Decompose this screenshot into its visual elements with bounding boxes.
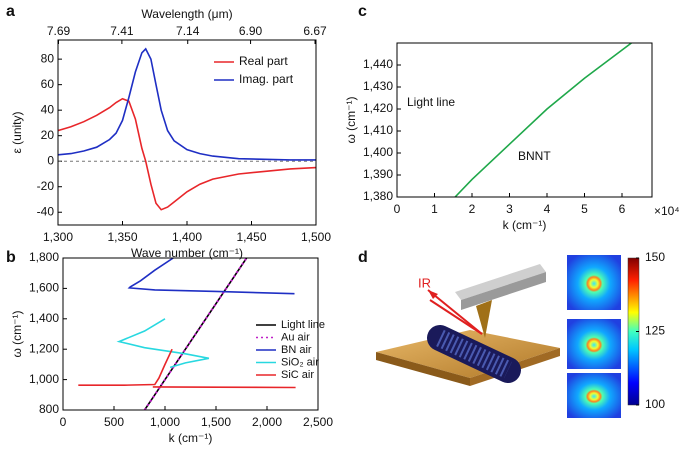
colorbar-tick-label: 150 bbox=[645, 250, 665, 264]
field-map bbox=[567, 319, 621, 369]
y-tick-label: 1,200 bbox=[29, 341, 59, 355]
substrate-side bbox=[376, 352, 470, 386]
x-tick-label: 1,500 bbox=[301, 230, 331, 244]
legend-label: Imag. part bbox=[239, 72, 294, 86]
y-tick-label: 1,400 bbox=[29, 311, 59, 325]
y-tick-label: 20 bbox=[41, 128, 55, 142]
legend-label: SiC air bbox=[281, 369, 314, 381]
x-tick-label: 5 bbox=[581, 202, 588, 216]
annotation: BNNT bbox=[518, 149, 551, 163]
y-axis-label: ω (cm⁻¹) bbox=[344, 96, 358, 143]
panel-label: b bbox=[6, 249, 16, 266]
annotation: Light line bbox=[407, 95, 455, 109]
y-tick-label: 1,410 bbox=[363, 123, 393, 137]
x-tick-label: 500 bbox=[104, 415, 124, 429]
x-axis-label: k (cm⁻¹) bbox=[503, 218, 547, 232]
y-tick-label: -40 bbox=[37, 204, 55, 218]
y-tick-label: 1,390 bbox=[363, 167, 393, 181]
y-tick-label: 1,440 bbox=[363, 57, 393, 71]
y-tick-label: 1,800 bbox=[29, 250, 59, 264]
y-tick-label: 80 bbox=[41, 51, 55, 65]
x-tick-label: 1,500 bbox=[201, 415, 231, 429]
series-line bbox=[58, 97, 316, 211]
panel-label: d bbox=[358, 249, 368, 266]
x-axis-label: Wave number (cm⁻¹) bbox=[131, 246, 243, 260]
y-tick-label: -20 bbox=[37, 179, 55, 193]
y-tick-label: 0 bbox=[47, 153, 54, 167]
y-tick-label: 1,600 bbox=[29, 281, 59, 295]
x-tick-label: 3 bbox=[506, 202, 513, 216]
x2-tick-label: 7.41 bbox=[110, 24, 134, 38]
y-tick-label: 1,380 bbox=[363, 189, 393, 203]
colorbar-tick-label: 100 bbox=[645, 397, 665, 411]
illustration: d IR bbox=[358, 249, 640, 418]
x-tick-label: 2 bbox=[469, 202, 476, 216]
x-tick-label: 0 bbox=[394, 202, 401, 216]
x-tick-label: 1,450 bbox=[236, 230, 266, 244]
x-tick-label: 1 bbox=[431, 202, 438, 216]
plot-frame bbox=[57, 39, 317, 226]
tip bbox=[476, 300, 492, 338]
x2-tick-label: 6.67 bbox=[303, 24, 327, 38]
arrow-head bbox=[428, 290, 438, 299]
x2-tick-label: 7.69 bbox=[47, 24, 71, 38]
x-tick-label: 4 bbox=[544, 202, 551, 216]
x-tick-label: 2,500 bbox=[303, 415, 333, 429]
y-tick-label: 1,000 bbox=[29, 372, 59, 386]
ir-beam bbox=[427, 289, 483, 335]
legend-label: Real part bbox=[239, 54, 288, 68]
ir-beam bbox=[429, 299, 483, 335]
series-line bbox=[116, 318, 210, 369]
x-tick-label: 2,000 bbox=[252, 415, 282, 429]
x-tick-label: 1,300 bbox=[43, 230, 73, 244]
series-line bbox=[78, 348, 296, 389]
plot-frame bbox=[396, 42, 653, 198]
y-axis-label: ε (unity) bbox=[10, 111, 24, 153]
series-line bbox=[143, 258, 248, 410]
x-tick-label: 1,000 bbox=[150, 415, 180, 429]
y-axis-label: ω (cm⁻¹) bbox=[10, 310, 24, 357]
x2-axis-label: Wavelength (μm) bbox=[141, 7, 232, 21]
x2-tick-label: 7.14 bbox=[176, 24, 200, 38]
legend-label: SiO₂ air bbox=[281, 356, 319, 368]
y-tick-label: 40 bbox=[41, 102, 55, 116]
legend-label: Light line bbox=[281, 319, 325, 331]
field-map bbox=[567, 255, 621, 310]
panel-label: a bbox=[6, 3, 15, 20]
legend-label: Au air bbox=[281, 331, 310, 343]
field-map bbox=[567, 373, 621, 418]
x2-tick-label: 6.90 bbox=[239, 24, 263, 38]
x-tick-label: 1,400 bbox=[172, 230, 202, 244]
nanotube bbox=[427, 325, 521, 383]
series-line bbox=[58, 47, 316, 161]
x-axis-label: k (cm⁻¹) bbox=[169, 431, 213, 445]
series-line bbox=[454, 43, 632, 197]
cantilever-side bbox=[461, 272, 546, 310]
x-tick-label: 6 bbox=[619, 202, 626, 216]
y-tick-label: 60 bbox=[41, 77, 55, 91]
y-tick-label: 1,400 bbox=[363, 145, 393, 159]
x-tick-label: 0 bbox=[60, 415, 67, 429]
cantilever bbox=[455, 264, 546, 300]
annotation: IR bbox=[418, 275, 431, 290]
legend-label: BN air bbox=[281, 344, 312, 356]
y-tick-label: 1,420 bbox=[363, 101, 393, 115]
x-multiplier: ×10⁴ bbox=[654, 204, 680, 218]
colorbar-tick-label: 125 bbox=[645, 324, 665, 338]
y-tick-label: 800 bbox=[39, 402, 59, 416]
x-tick-label: 1,350 bbox=[107, 230, 137, 244]
series-line bbox=[127, 258, 295, 295]
panel-label: c bbox=[358, 3, 367, 20]
plot-frame bbox=[62, 257, 319, 411]
y-tick-label: 1,430 bbox=[363, 79, 393, 93]
